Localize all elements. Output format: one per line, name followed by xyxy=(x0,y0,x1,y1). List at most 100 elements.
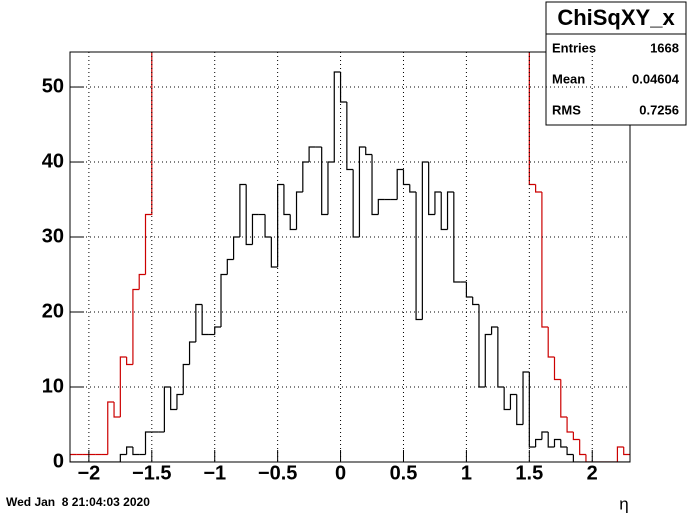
histogram-bin xyxy=(144,52,153,275)
histogram-bin xyxy=(289,214,297,231)
histogram-bin xyxy=(126,357,133,366)
histogram-bin xyxy=(541,192,549,328)
histogram-bin xyxy=(170,387,177,411)
y-tick-label: 20 xyxy=(42,300,64,322)
histogram-bin xyxy=(472,297,479,306)
histogram-bin xyxy=(126,446,133,455)
histogram-bin xyxy=(541,431,549,440)
histogram-bin xyxy=(132,447,140,456)
histogram-bin xyxy=(484,333,492,388)
histogram-bin xyxy=(421,161,429,320)
histogram-bin xyxy=(616,446,624,462)
y-tick-label: 40 xyxy=(42,150,64,172)
histogram-bin xyxy=(264,214,272,238)
x-tick-label: 1 xyxy=(461,462,472,484)
histogram-bin xyxy=(566,417,574,433)
stats-value: 0.04604 xyxy=(632,71,680,86)
histogram-bin xyxy=(415,192,423,321)
histogram-bin xyxy=(509,393,517,410)
histogram-bin xyxy=(547,327,555,358)
histogram-bin xyxy=(138,273,146,290)
histogram-bin xyxy=(251,213,259,245)
histogram-bin xyxy=(195,303,203,343)
histogram-bin xyxy=(365,147,373,156)
histogram-bin xyxy=(490,326,498,335)
stats-title: ChiSqXY_x xyxy=(557,5,675,30)
histogram-bin xyxy=(358,146,366,238)
histogram-bin xyxy=(214,326,222,335)
stats-box: ChiSqXY_x Entries 1668 Mean 0.04604 RMS … xyxy=(545,1,687,126)
histogram-bin xyxy=(465,282,473,298)
x-tick-label: 1.5 xyxy=(515,462,543,484)
stats-value: 1668 xyxy=(650,40,679,55)
histogram-bin xyxy=(352,169,360,238)
histogram-bin xyxy=(308,146,316,163)
histogram-bin xyxy=(270,237,278,268)
histogram-bin xyxy=(560,439,568,448)
x-tick-label: −1 xyxy=(203,462,226,484)
stats-frame xyxy=(545,1,687,126)
histogram-bin xyxy=(302,161,310,193)
histogram-bin xyxy=(346,102,354,171)
histogram-bin xyxy=(232,236,240,260)
y-tick-label: 50 xyxy=(42,75,64,97)
stats-label: Entries xyxy=(552,40,596,55)
stats-value: 0.7256 xyxy=(639,102,679,117)
histogram-bin xyxy=(163,386,171,433)
histogram-bin xyxy=(201,304,209,336)
histogram-bin xyxy=(70,453,77,462)
x-axis-label: η xyxy=(619,494,628,513)
histogram-bin xyxy=(371,154,379,216)
histogram-bin xyxy=(535,184,542,193)
histogram-bin xyxy=(478,304,486,388)
histogram-bin xyxy=(522,371,530,425)
histogram-bin xyxy=(453,192,461,283)
histogram-bin xyxy=(535,438,542,448)
x-tick-label: 0.5 xyxy=(390,462,418,484)
histogram-bin xyxy=(553,438,561,448)
histogram-bin xyxy=(295,191,303,230)
histogram-bin xyxy=(579,439,586,456)
histogram-bin xyxy=(497,327,505,388)
histogram-bin xyxy=(516,394,524,426)
histogram-bin xyxy=(528,372,536,448)
histogram-bin xyxy=(176,393,184,410)
histogram-bin xyxy=(440,192,448,231)
timestamp: Wed Jan 8 21:04:03 2020 xyxy=(6,495,150,509)
histogram-bin xyxy=(220,273,228,328)
histogram-bin xyxy=(245,184,253,246)
x-tick-label: −0.5 xyxy=(258,462,297,484)
histogram-bin xyxy=(182,363,190,395)
x-tick-label: 0 xyxy=(335,462,346,484)
histogram-bin xyxy=(107,401,115,455)
histogram-bin xyxy=(623,447,630,456)
y-tick-label: 30 xyxy=(42,225,64,247)
histogram-bin xyxy=(339,72,347,103)
histogram-bin xyxy=(188,341,196,365)
histogram-bin xyxy=(409,184,417,193)
histogram-bin xyxy=(144,431,152,455)
histogram-bin xyxy=(547,432,555,448)
histogram-bin xyxy=(396,168,404,200)
histogram-bin xyxy=(402,169,410,186)
histogram-bin xyxy=(446,191,454,230)
stats-label: RMS xyxy=(552,102,581,117)
histogram-bin xyxy=(585,454,593,462)
histogram-bin xyxy=(377,198,385,215)
histogram-bin xyxy=(553,357,561,381)
histogram-bin xyxy=(572,454,580,462)
histogram-bin xyxy=(572,432,580,441)
histogram-bin xyxy=(119,453,127,462)
histogram-bin xyxy=(327,161,335,215)
histogram-bin xyxy=(321,147,328,216)
histogram-bin xyxy=(226,258,234,275)
x-tick-label: −2 xyxy=(77,462,100,484)
histogram-bin xyxy=(503,387,511,411)
histogram-bin xyxy=(119,356,127,418)
y-tick-label: 10 xyxy=(42,375,64,397)
histogram-bin xyxy=(132,288,140,365)
histogram-bin xyxy=(283,184,291,216)
histogram-bin xyxy=(560,379,568,418)
histogram-bin xyxy=(566,447,574,456)
